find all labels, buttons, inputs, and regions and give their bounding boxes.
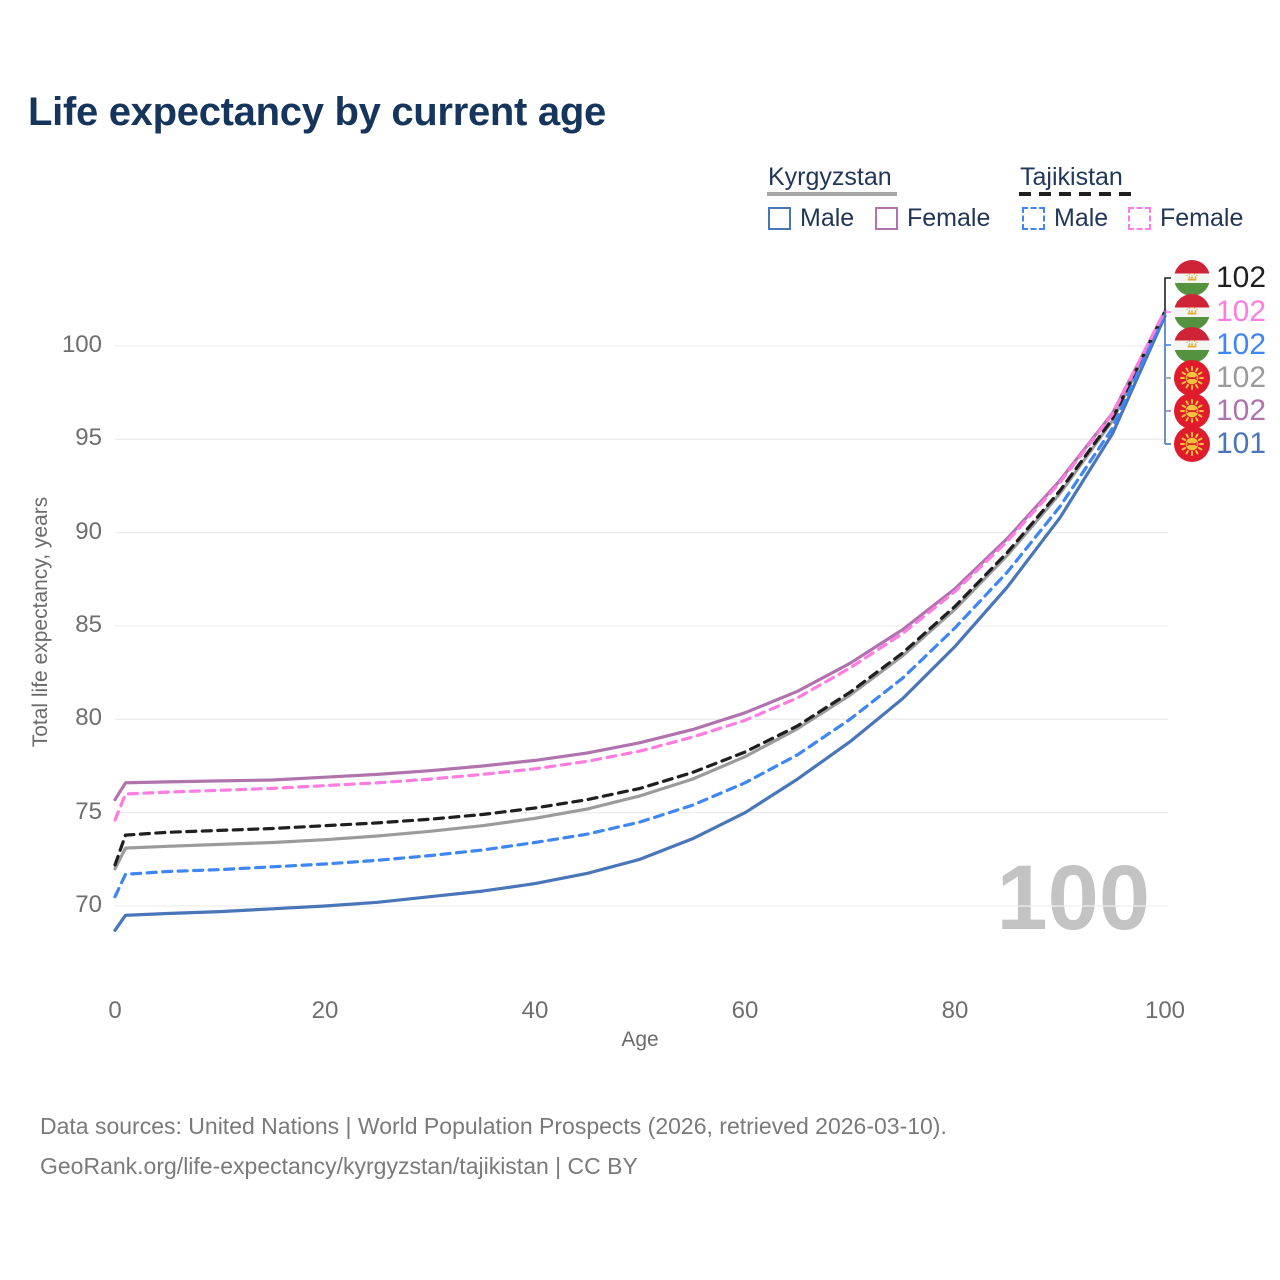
legend-label-tajikistan-female[interactable]: Female [1160,204,1244,232]
data-source-footer: Data sources: United Nations | World Pop… [40,1106,947,1186]
kyrgyzstan-flag-icon [1174,426,1210,462]
end-row-value-1: 102 [1216,295,1267,328]
x-tick-label-100: 100 [1144,997,1186,1024]
legend-group-kyrgyzstan[interactable]: Kyrgyzstan [768,163,892,191]
series-line-tajikistan-male[interactable] [113,311,1167,899]
x-tick-label-20: 20 [311,997,339,1024]
footer-line-sources: Data sources: United Nations | World Pop… [40,1113,947,1139]
legend-group-tajikistan[interactable]: Tajikistan [1020,163,1123,191]
y-tick-label-95: 95 [75,424,102,451]
end-row-value-2: 102 [1216,328,1267,361]
tajikistan-flag-icon [1174,294,1210,330]
x-axis-title: Age [621,1028,659,1051]
x-tick-label-60: 60 [731,997,759,1024]
current-age-watermark: 100 [996,847,1151,949]
y-tick-label-80: 80 [75,704,102,731]
tajikistan-flag-icon [1174,260,1210,296]
footer-line-attribution: GeoRank.org/life-expectancy/kyrgyzstan/t… [40,1153,638,1179]
page-title: Life expectancy by current age [28,90,606,134]
series-line-tajikistan-both[interactable] [113,309,1167,867]
leader-line-0 [1164,277,1171,311]
end-row-flag-tj-2 [1174,327,1210,363]
end-row-value-4: 102 [1216,394,1267,427]
kyrgyzstan-solid-line-swatch [767,192,897,196]
end-row-flag-tj-0 [1174,260,1210,296]
x-tick-label-0: 0 [108,997,122,1024]
checkbox-tajikistan-male[interactable] [1022,207,1045,230]
end-row-flag-kg-5 [1174,426,1210,462]
end-row-value-5: 101 [1216,427,1267,460]
series-line-tajikistan-female[interactable] [113,308,1167,822]
legend-label-tajikistan-male[interactable]: Male [1054,204,1109,232]
checkbox-kyrgyzstan-male[interactable] [768,207,791,230]
tajikistan-flag-icon [1174,327,1210,363]
end-row-flag-kg-4 [1174,393,1210,429]
y-tick-label-75: 75 [75,798,102,825]
checkbox-tajikistan-female[interactable] [1128,207,1151,230]
end-row-value-0: 102 [1216,261,1267,294]
checkbox-kyrgyzstan-female[interactable] [875,207,898,230]
y-tick-label-85: 85 [75,611,102,638]
end-row-value-3: 102 [1216,361,1267,394]
y-tick-label-100: 100 [61,331,102,358]
end-row-flag-kg-3 [1174,360,1210,396]
series-line-kyrgyzstan-male[interactable] [113,314,1167,932]
tajikistan-dashed-line-swatch [1019,192,1131,196]
kyrgyzstan-flag-icon [1174,360,1210,396]
legend-label-kyrgyzstan-female[interactable]: Female [907,204,991,232]
series-line-kyrgyzstan-both[interactable] [113,310,1167,871]
kyrgyzstan-flag-icon [1174,393,1210,429]
x-tick-label-80: 80 [941,997,969,1024]
y-tick-label-90: 90 [75,518,102,545]
legend-label-kyrgyzstan-male[interactable]: Male [800,204,855,232]
end-row-flag-tj-1 [1174,294,1210,330]
series-line-kyrgyzstan-female[interactable] [113,309,1167,802]
y-tick-label-70: 70 [75,891,102,918]
x-tick-label-40: 40 [521,997,549,1024]
